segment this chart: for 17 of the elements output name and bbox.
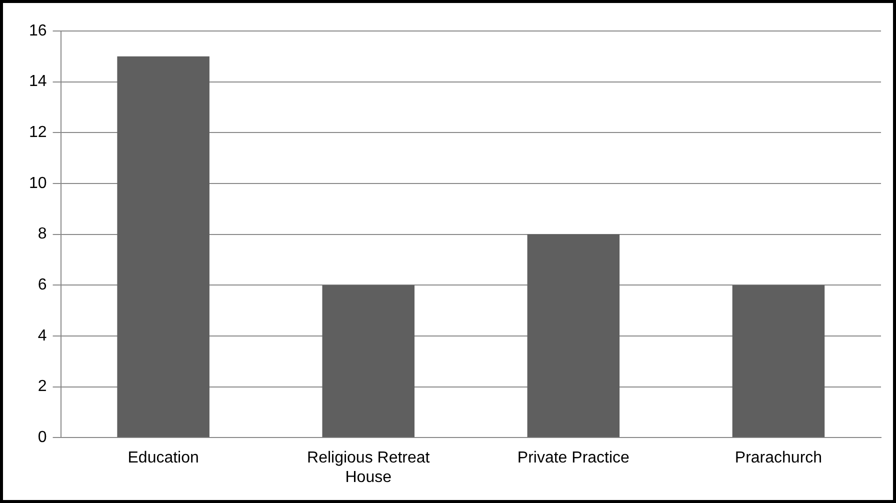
y-tick-label: 4 (38, 327, 47, 344)
bar (732, 285, 825, 438)
y-tick-label: 10 (29, 174, 47, 192)
y-tick-label: 12 (29, 124, 47, 142)
y-tick-label: 8 (38, 226, 47, 243)
y-tick-label: 6 (38, 276, 47, 294)
x-tick-label: Prarachurch (734, 450, 822, 467)
x-tick-label: Education (128, 450, 199, 467)
y-tick-label: 16 (29, 22, 47, 40)
y-tick-label: 2 (38, 378, 47, 396)
bar (117, 56, 210, 438)
y-tick-label: 0 (38, 429, 47, 446)
bar (527, 234, 620, 438)
bar (322, 285, 415, 438)
x-tick-label: Religious Retreat House (307, 450, 430, 486)
x-tick-label: Private Practice (517, 450, 630, 467)
y-tick-label: 14 (29, 73, 47, 90)
